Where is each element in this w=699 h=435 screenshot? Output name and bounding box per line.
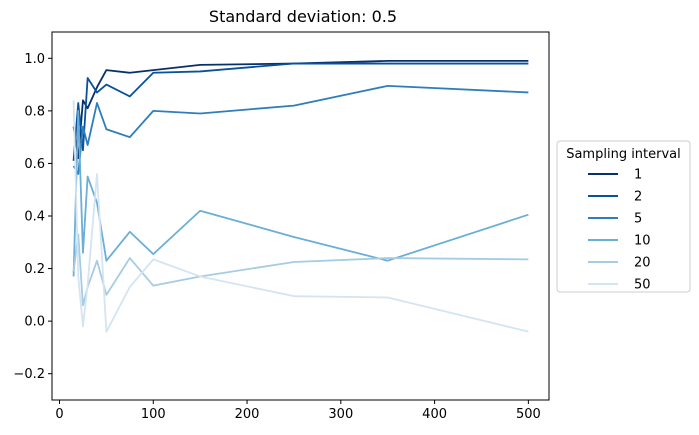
series-line-1 (72, 60, 529, 160)
y-tick-label: −0.2 (13, 367, 45, 382)
series-line-5 (72, 84, 529, 175)
series-line-2 (72, 62, 529, 161)
y-tick-label: 0.8 (24, 104, 45, 119)
y-tick-label: 1.0 (24, 52, 45, 67)
chart-title: Standard deviation: 0.5 (209, 7, 397, 26)
legend-box (556, 140, 691, 293)
x-tick-label: 400 (422, 407, 447, 422)
legend-title: Sampling interval (566, 147, 681, 162)
legend-label-10: 10 (634, 234, 651, 249)
legend-label-2: 2 (634, 190, 642, 205)
axes-frame (51, 31, 550, 401)
series-line-10 (72, 109, 529, 277)
x-tick-label: 500 (516, 407, 541, 422)
plot-area (72, 60, 529, 333)
legend-label-1: 1 (634, 168, 642, 183)
legend: Sampling interval 1 2 5 10 20 50 (556, 140, 691, 293)
x-tick-label: 300 (328, 407, 353, 422)
y-tick-label: 0.2 (24, 262, 45, 277)
y-tick-label: 0.0 (24, 315, 45, 330)
legend-label-20: 20 (634, 256, 651, 271)
legend-label-5: 5 (634, 212, 642, 227)
x-tick-label: 200 (235, 407, 260, 422)
y-tick-label: 0.6 (24, 157, 45, 172)
axes: 0 100 200 300 400 500 −0.2 0.0 0.2 0.4 0.6 0.8 1.0 (13, 31, 550, 422)
series-line-20 (72, 233, 529, 307)
legend-label-50: 50 (634, 278, 651, 293)
x-tick-label: 100 (141, 407, 166, 422)
x-tick-label: 0 (55, 407, 63, 422)
y-tick-label: 0.4 (24, 210, 45, 225)
series-line-50 (72, 100, 529, 333)
